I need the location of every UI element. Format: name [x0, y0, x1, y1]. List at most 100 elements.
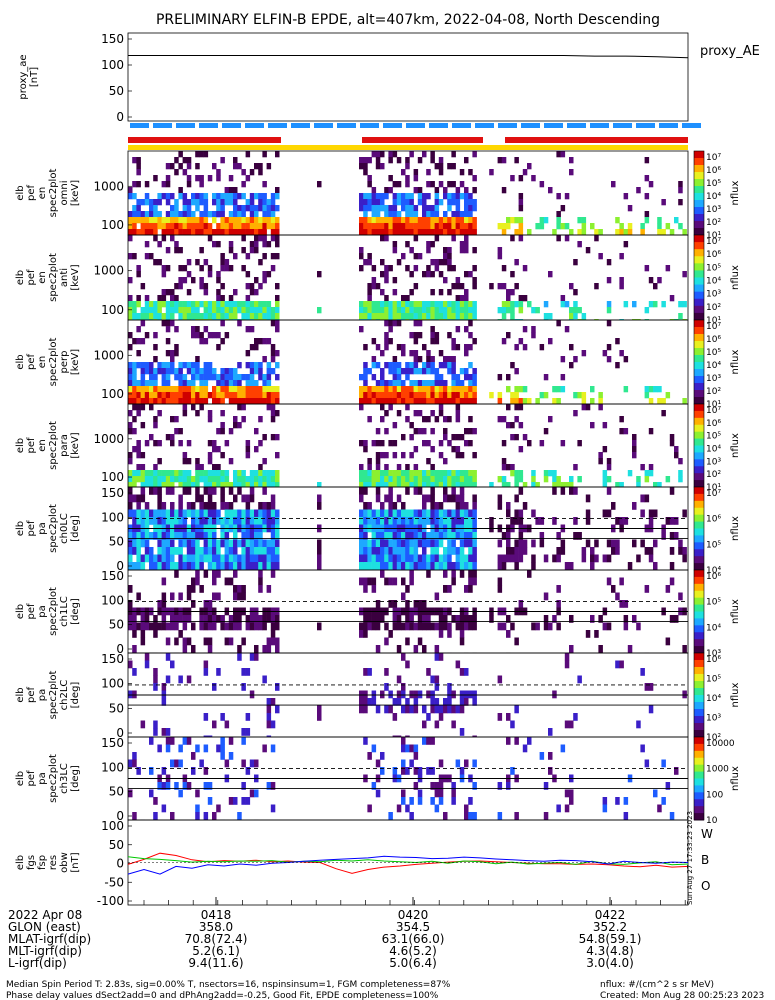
heatmap-cell [216, 229, 221, 235]
colorbar-segment [694, 566, 704, 571]
heatmap-cell [207, 313, 213, 320]
heatmap-cell [548, 767, 553, 775]
heatmap-cell [430, 319, 435, 320]
heatmap-cell [220, 211, 225, 218]
heatmap-cell [220, 487, 225, 495]
heatmap-cell [245, 362, 251, 369]
heatmap-cell [430, 229, 435, 235]
heatmap-cell [392, 320, 398, 327]
heatmap-cell [170, 320, 175, 327]
orbit-bar-segment [314, 123, 333, 128]
heatmap-cell [199, 562, 204, 570]
heatmap-cell [203, 217, 209, 224]
heatmap-cell [455, 569, 461, 570]
heatmap-cell [573, 713, 578, 721]
heatmap-cell [371, 698, 377, 706]
heatmap-cell [472, 494, 477, 503]
heatmap-cell [396, 386, 402, 393]
heatmap-cell [543, 392, 549, 399]
heatmap-cell [359, 464, 364, 471]
heatmap-cell [447, 622, 452, 631]
heatmap-cell [241, 205, 246, 212]
heatmap-cell [426, 562, 431, 570]
heatmap-cell [447, 539, 452, 548]
heatmap-cell [212, 470, 217, 477]
colorbar-segment [694, 448, 704, 453]
heatmap-cell [405, 319, 410, 320]
heatmap-cell [388, 386, 393, 393]
heatmap-cell [149, 217, 154, 224]
heatmap-cell [237, 163, 242, 170]
y-axis-label: elb [15, 687, 26, 702]
heatmap-cell [648, 705, 654, 714]
colorbar-segment [694, 214, 704, 218]
heatmap-cell [426, 229, 431, 235]
heatmap-cell [518, 398, 524, 404]
heatmap-cell [275, 509, 280, 518]
heatmap-cell [405, 735, 410, 737]
heatmap-cell [375, 494, 381, 503]
heatmap-cell [401, 482, 406, 487]
heatmap-cell [413, 313, 419, 320]
heatmap-cell [212, 615, 217, 623]
heatmap-cell [174, 229, 179, 235]
colorbar-segment [694, 277, 704, 282]
colorbar-segment [694, 761, 704, 766]
heatmap-cell [556, 217, 561, 224]
heatmap-cell [216, 271, 221, 278]
heatmap-cell [266, 241, 272, 248]
heatmap-cell [161, 271, 167, 278]
heatmap-cell [128, 422, 133, 429]
heatmap-cell [249, 392, 255, 399]
heatmap-cell [249, 362, 255, 369]
heatmap-cell [212, 482, 217, 487]
heatmap-cell [585, 539, 591, 548]
heatmap-cell [128, 301, 133, 308]
heatmap-cell [266, 404, 272, 411]
heatmap-cell [401, 398, 406, 404]
heatmap-cell [359, 547, 364, 555]
heatmap-cell [514, 554, 519, 563]
heatmap-cell [384, 332, 389, 339]
colorbar-segment [694, 587, 704, 592]
heatmap-cell [186, 440, 192, 447]
heatmap-cell [422, 517, 427, 525]
heatmap-cell [275, 241, 280, 248]
heatmap-cell [266, 313, 272, 320]
heatmap-cell [270, 398, 276, 404]
heatmap-cell [396, 652, 402, 653]
heatmap-cell [153, 517, 158, 525]
colorbar-segment [694, 151, 704, 155]
heatmap-cell [157, 319, 162, 320]
heatmap-cell [216, 313, 221, 320]
heatmap-cell [413, 320, 419, 327]
heatmap-cell [426, 193, 431, 200]
heatmap-cell [249, 217, 255, 224]
heatmap-cell [262, 487, 267, 495]
colorbar-segment [694, 196, 704, 201]
heatmap-cell [224, 374, 230, 381]
heatmap-cell [674, 446, 679, 453]
heatmap-cell [380, 386, 385, 393]
heatmap-cell [409, 812, 414, 820]
heatmap-cell [430, 446, 435, 453]
heatmap-cell [161, 301, 167, 308]
heatmap-cell [157, 199, 162, 206]
heatmap-cell [514, 509, 519, 518]
heatmap-cell [417, 517, 423, 525]
heatmap-cell [447, 181, 452, 188]
heatmap-cell [203, 517, 209, 525]
heatmap-cell [594, 630, 599, 638]
heatmap-cell [149, 319, 154, 320]
heatmap-cell [644, 217, 650, 224]
heatmap-cell [262, 380, 267, 387]
heatmap-cell [174, 169, 179, 176]
heatmap-cell [228, 502, 234, 510]
heatmap-cell [237, 539, 242, 548]
heatmap-cell [241, 301, 246, 308]
heatmap-cell [178, 630, 183, 638]
heatmap-cell [191, 532, 196, 540]
heatmap-cell [468, 440, 473, 447]
heatmap-cell [254, 277, 259, 284]
heatmap-cell [182, 458, 188, 465]
